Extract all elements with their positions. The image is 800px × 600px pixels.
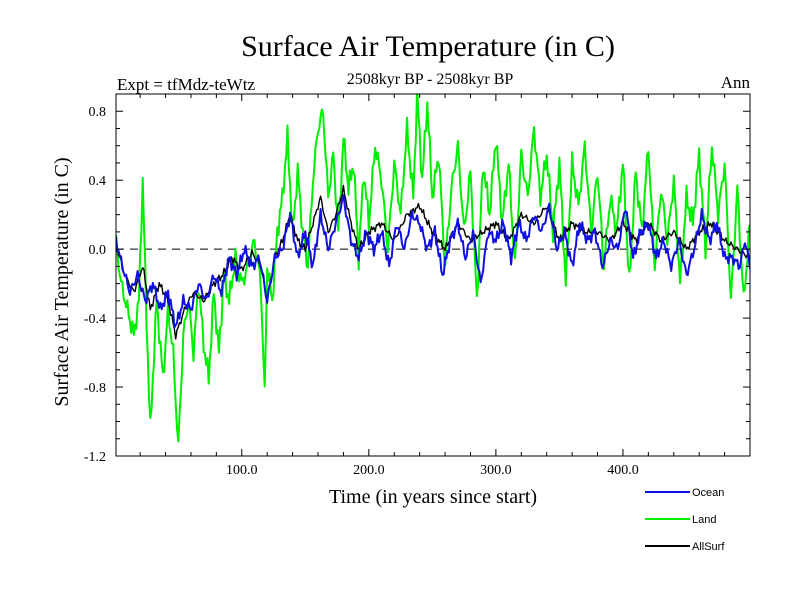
period-label: Ann <box>721 73 751 92</box>
y-tick-label: -0.8 <box>84 381 106 396</box>
legend-label-ocean: Ocean <box>692 487 724 499</box>
y-tick-label: -0.4 <box>84 312 106 327</box>
y-tick-label: -1.2 <box>84 450 106 465</box>
x-tick-label: 300.0 <box>480 463 512 478</box>
x-tick-label: 200.0 <box>353 463 385 478</box>
legend-label-allsurf: AllSurf <box>692 541 725 553</box>
legend-label-land: Land <box>692 514 716 526</box>
plot-frame <box>115 93 751 457</box>
series-line-ocean <box>116 194 750 329</box>
expt-label: Expt = tfMdz-teWtz <box>117 75 255 94</box>
y-tick-label: 0.8 <box>89 105 107 120</box>
x-tick-label: 100.0 <box>226 463 258 478</box>
y-tick-label: 0.0 <box>89 243 107 258</box>
x-tick-label: 400.0 <box>607 463 639 478</box>
x-axis-label: Time (in years since start) <box>329 486 537 508</box>
chart-title: Surface Air Temperature (in C) <box>241 30 615 63</box>
y-axis-label: Surface Air Temperature (in C) <box>51 157 73 406</box>
chart-subtitle: 2508kyr BP - 2508kyr BP <box>347 71 514 88</box>
series-line-land <box>116 94 750 443</box>
y-tick-label: 0.4 <box>89 174 107 189</box>
